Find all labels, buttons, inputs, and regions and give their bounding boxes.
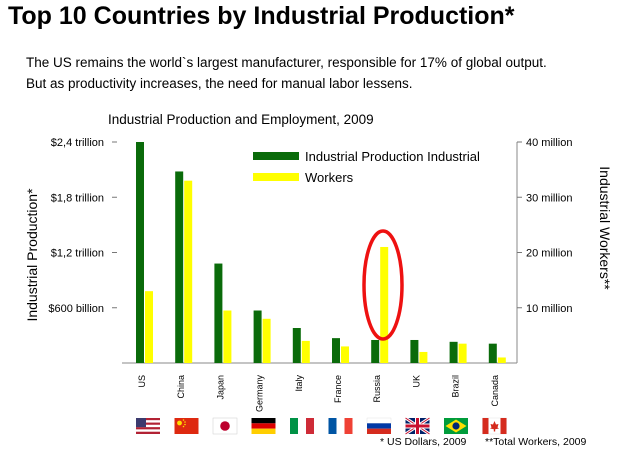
x-tick-label: Japan [215,375,225,400]
bar-production [292,328,301,363]
x-ticks: US China Japan Germany Italy France Russia UK Br… [137,375,500,413]
footnote-workers: **Total Workers, 2009 [485,436,587,448]
y-tick-label: $1,2 trillion [51,248,104,260]
x-tick-label: Italy [294,375,304,392]
x-tick-label: China [176,375,186,399]
canada-flag-icon [482,417,507,435]
bar-production [371,339,380,363]
x-tick-label: France [333,375,343,403]
bar-workers [301,340,310,363]
bar-production [332,338,340,363]
bar-workers [380,246,389,363]
y2-tick-label: 30 million [526,192,572,204]
y-ticks: $600 billion $1,2 trillion $1,8 trillion $2… [48,137,117,315]
x-tick-label: Brazil [451,375,461,398]
bar-workers [341,346,349,363]
flags-row [136,416,507,436]
y2-tick-label: 40 million [526,137,572,149]
bar-workers [497,357,506,363]
bar-production [214,263,223,363]
bar-workers [419,351,428,363]
x-tick-label: Russia [372,375,382,403]
russia-flag-icon [366,417,392,434]
y2-ticks: 10 million 20 million 30 million 40 million [517,137,572,315]
us-flag-icon [136,418,160,434]
bar-production [449,341,458,363]
legend-label-workers: Workers [305,170,354,185]
russia-highlight-ellipse [362,229,404,341]
y2-tick-label: 20 million [526,248,572,260]
france-flag-icon [328,418,353,434]
x-tick-label: US [137,375,147,388]
brazil-flag-icon [444,418,468,434]
chart-title: Industrial Production and Employment, 20… [108,112,374,127]
x-tick-label: Canada [490,375,500,407]
x-tick-label: UK [411,375,421,388]
bar-production [488,343,497,363]
footnote-currency: * US Dollars, 2009 [380,436,467,448]
germany-flag-icon [251,418,276,434]
bar-production [136,142,144,363]
y-tick-label: $600 billion [48,303,104,315]
legend-swatch-workers [253,173,299,181]
bar-workers [223,310,232,363]
bar-workers [184,180,193,363]
y-tick-label: $1,8 trillion [51,192,104,204]
bars [136,142,506,363]
italy-flag-icon [290,418,314,434]
y2-axis-label: Industrial Workers** [597,166,613,290]
x-tick-label: Germany [255,375,265,413]
bar-workers [145,291,153,363]
y-tick-label: $2,4 trillion [51,137,104,149]
page-title: Top 10 Countries by Industrial Productio… [8,2,515,30]
bar-workers [458,343,467,363]
bar-production [253,310,262,363]
bar-production [410,339,419,363]
y2-tick-label: 10 million [526,303,572,315]
y-axis-label: Industrial Production* [24,188,40,322]
bar-workers [262,318,271,363]
uk-flag-icon [404,416,431,436]
page-subtitle: The US remains the world`s largest manuf… [26,55,547,91]
legend-swatch-production [253,152,299,160]
legend-label-production: Industrial Production Industrial [305,149,480,164]
china-flag-icon [174,418,199,434]
legend: Industrial Production Industrial Workers [253,149,480,185]
bar-production [175,171,184,363]
japan-flag-icon [212,417,238,435]
